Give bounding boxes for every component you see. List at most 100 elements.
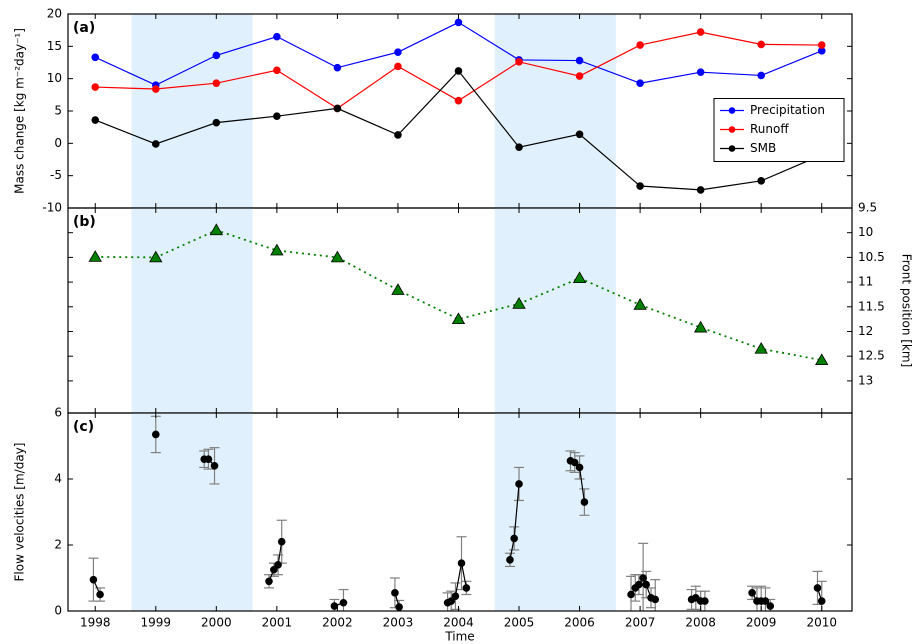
marker <box>212 118 221 127</box>
x-tick-label: 2002 <box>322 616 353 630</box>
marker <box>204 455 213 464</box>
marker <box>512 297 526 309</box>
y-tick-label: 9.5 <box>858 201 877 215</box>
panel-title: (a) <box>73 20 95 36</box>
marker <box>454 67 463 75</box>
x-tick-label: 2006 <box>564 616 595 630</box>
y-tick-label: 0 <box>54 136 62 150</box>
marker <box>636 182 644 190</box>
marker <box>462 584 471 592</box>
y-tick-label: 10 <box>47 71 62 85</box>
marker <box>757 40 765 49</box>
marker <box>575 130 584 139</box>
marker <box>391 589 399 597</box>
marker <box>636 41 644 49</box>
marker <box>572 271 587 284</box>
marker <box>696 68 705 76</box>
x-tick-label: 2009 <box>746 616 777 630</box>
shaded-span <box>131 413 253 611</box>
marker <box>766 602 775 610</box>
marker <box>151 430 160 439</box>
y-tick-label: 6 <box>54 406 62 420</box>
legend-marker <box>728 126 736 133</box>
marker <box>761 597 770 605</box>
y-tick-label: 4 <box>54 472 62 486</box>
x-tick-label: 2003 <box>383 616 414 630</box>
legend-label: SMB <box>750 141 776 155</box>
marker <box>210 462 219 470</box>
shaded-span <box>131 14 253 208</box>
legend-marker <box>728 107 736 114</box>
marker <box>270 243 284 256</box>
marker <box>817 597 826 605</box>
marker <box>633 298 647 310</box>
shaded-span <box>494 413 616 611</box>
y-tick-label: 10.5 <box>858 250 885 264</box>
y-tick-label: 13 <box>858 373 873 387</box>
y-axis-label: Mass change [kg m⁻²day⁻¹] <box>13 28 27 194</box>
marker <box>273 66 281 75</box>
x-tick-label: 2005 <box>504 616 535 630</box>
marker <box>89 575 98 584</box>
x-tick-label: 1998 <box>80 616 111 630</box>
marker <box>515 480 523 488</box>
plot-area <box>91 14 826 208</box>
marker <box>457 559 466 567</box>
marker <box>330 602 339 610</box>
marker <box>748 589 756 597</box>
marker <box>696 186 705 194</box>
marker <box>91 53 100 62</box>
marker <box>639 574 647 582</box>
marker <box>696 28 705 36</box>
marker <box>212 51 221 60</box>
marker <box>817 41 826 49</box>
marker <box>454 18 463 27</box>
marker <box>394 131 402 139</box>
marker <box>580 498 589 506</box>
marker <box>575 72 584 80</box>
x-tick-label: 2008 <box>685 616 716 630</box>
marker <box>642 580 650 589</box>
y-tick-label: 0 <box>54 604 62 618</box>
marker <box>636 79 644 87</box>
x-tick-label: 2000 <box>201 616 232 630</box>
marker <box>273 32 281 41</box>
y-tick-label: 15 <box>47 39 62 53</box>
x-tick-label: 2004 <box>443 616 474 630</box>
y-tick-label: 20 <box>47 7 62 21</box>
marker <box>91 116 100 124</box>
marker <box>274 561 282 569</box>
y-tick-label: 12.5 <box>858 349 885 363</box>
marker <box>270 565 278 574</box>
marker <box>754 341 768 354</box>
marker <box>454 96 463 105</box>
marker <box>265 577 273 586</box>
x-tick-label: 2001 <box>262 616 293 630</box>
y-tick-label: -10 <box>42 201 62 215</box>
marker <box>209 223 224 236</box>
marker <box>510 534 518 543</box>
marker <box>330 250 345 263</box>
y-tick-label: 12 <box>858 324 873 338</box>
legend-label: Precipitation <box>750 103 825 117</box>
marker <box>212 79 221 87</box>
shaded-span <box>131 208 253 413</box>
y-tick-label: -5 <box>50 168 62 182</box>
marker <box>151 140 160 148</box>
marker <box>757 177 765 185</box>
legend: Precipitation Runoff SMB <box>713 98 845 162</box>
y-tick-label: 10 <box>858 225 873 239</box>
y-tick-label: 11 <box>858 275 873 289</box>
marker <box>813 584 822 592</box>
plot-area <box>88 413 827 611</box>
marker <box>515 58 523 66</box>
marker <box>515 143 523 152</box>
marker <box>88 250 102 262</box>
marker <box>391 283 405 295</box>
marker <box>339 598 348 607</box>
x-tick-label: 2010 <box>806 616 837 630</box>
marker <box>394 62 402 71</box>
y-tick-label: 11.5 <box>858 299 885 313</box>
panel-title: (c) <box>73 419 94 435</box>
